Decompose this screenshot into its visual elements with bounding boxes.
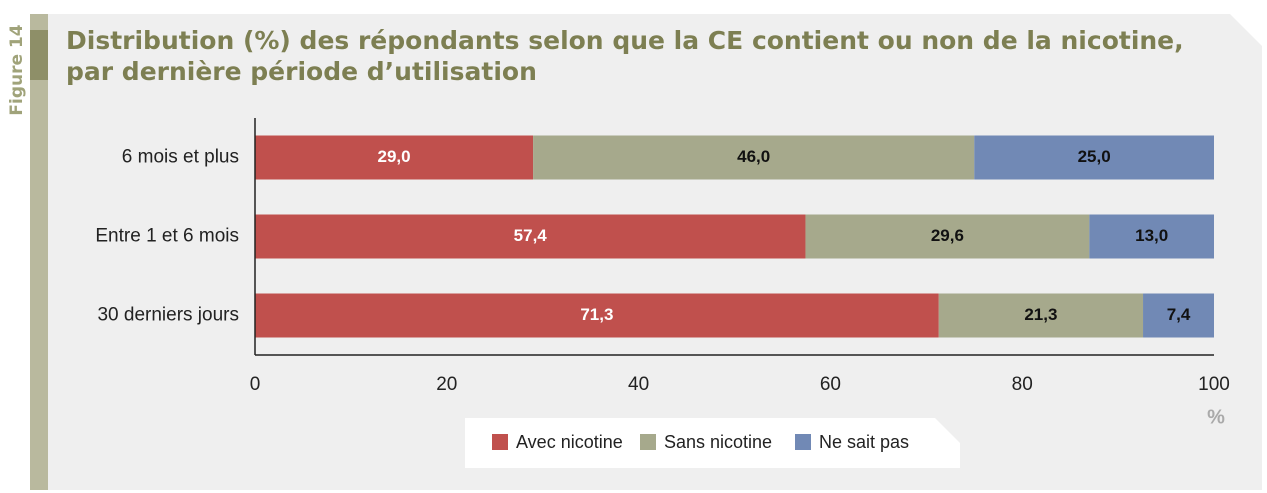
value-label: 13,0 <box>1135 226 1168 245</box>
value-label: 57,4 <box>514 226 548 245</box>
side-strip <box>30 14 48 490</box>
chart-title: par dernière période d’utilisation <box>66 57 537 86</box>
value-label: 46,0 <box>737 147 770 166</box>
bar-segment <box>533 135 975 180</box>
x-tick-label: 0 <box>250 374 261 395</box>
legend-label: Avec nicotine <box>516 432 623 452</box>
x-tick-label: 40 <box>628 374 649 395</box>
x-tick-label: 80 <box>1012 374 1033 395</box>
bar-segment <box>1089 214 1214 259</box>
x-tick-label: 60 <box>820 374 841 395</box>
x-tick-label: 100 <box>1198 374 1230 395</box>
y-tick-label: 6 mois et plus <box>122 147 239 168</box>
legend-label: Ne sait pas <box>819 432 909 452</box>
bar-segment <box>974 135 1214 180</box>
bar-segment <box>1143 293 1214 338</box>
y-tick-label: 30 derniers jours <box>97 305 239 326</box>
value-label: 7,4 <box>1167 305 1191 324</box>
chart-title: Distribution (%) des répondants selon qu… <box>66 26 1184 55</box>
value-label: 29,6 <box>931 226 964 245</box>
figure-label: Figure 14 <box>7 24 27 115</box>
value-label: 25,0 <box>1078 147 1111 166</box>
legend-swatch <box>492 434 508 450</box>
bar-segment <box>255 214 806 259</box>
x-tick-label: 20 <box>436 374 457 395</box>
value-label: 21,3 <box>1024 305 1057 324</box>
bar-segment <box>255 135 534 180</box>
y-tick-label: Entre 1 et 6 mois <box>95 226 239 247</box>
x-unit-label: % <box>1207 406 1225 428</box>
bar-segment <box>938 293 1144 338</box>
value-label: 71,3 <box>580 305 613 324</box>
bar-segment <box>805 214 1090 259</box>
legend-box <box>465 418 960 468</box>
legend-label: Sans nicotine <box>664 432 772 452</box>
value-label: 29,0 <box>378 147 411 166</box>
legend-swatch <box>795 434 811 450</box>
bar-segment <box>255 293 939 338</box>
legend-swatch <box>640 434 656 450</box>
side-strip-accent <box>30 30 48 80</box>
